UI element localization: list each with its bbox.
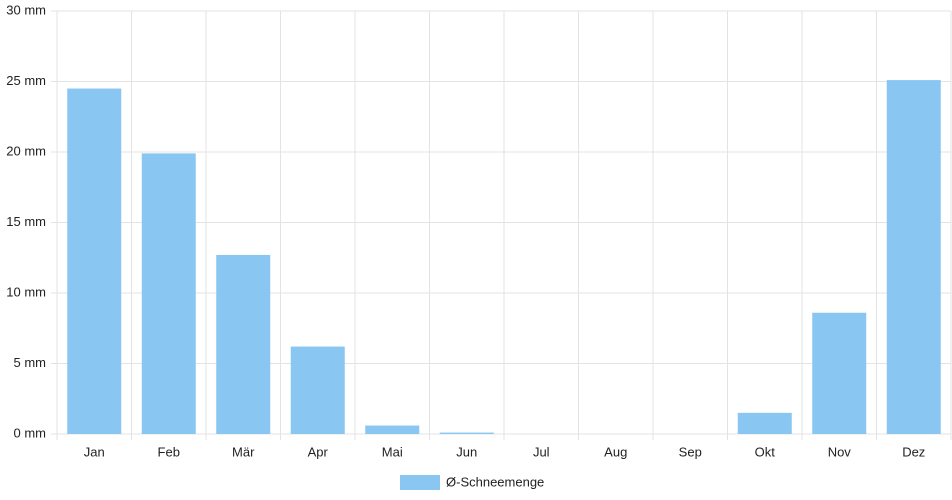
x-tick-label: Jan (84, 444, 105, 459)
x-tick-label: Dez (902, 444, 925, 459)
y-tick-label: 10 mm (6, 284, 46, 299)
bar (290, 346, 345, 434)
bar (67, 88, 122, 435)
x-tick-label: Sep (679, 444, 702, 459)
bar (216, 254, 271, 434)
x-tick-label: Mai (382, 444, 403, 459)
y-tick-label: 15 mm (6, 214, 46, 229)
x-tick-label: Nov (828, 444, 852, 459)
y-tick-label: 0 mm (14, 425, 47, 440)
legend-swatch (400, 475, 440, 490)
x-tick-label: Aug (604, 444, 627, 459)
bar (812, 312, 867, 434)
bar (886, 80, 941, 434)
y-tick-label: 25 mm (6, 73, 46, 88)
bar (737, 412, 792, 434)
x-tick-label: Apr (308, 444, 329, 459)
y-tick-label: 20 mm (6, 143, 46, 158)
x-tick-label: Okt (755, 444, 776, 459)
bar (365, 425, 420, 434)
y-tick-label: 5 mm (14, 355, 47, 370)
legend-label: Ø-Schneemenge (446, 474, 544, 489)
bar (439, 432, 494, 434)
x-tick-label: Feb (158, 444, 180, 459)
x-tick-label: Jun (456, 444, 477, 459)
x-tick-label: Jul (533, 444, 550, 459)
bar (141, 153, 196, 434)
x-tick-label: Mär (232, 444, 255, 459)
y-tick-label: 30 mm (6, 2, 46, 17)
